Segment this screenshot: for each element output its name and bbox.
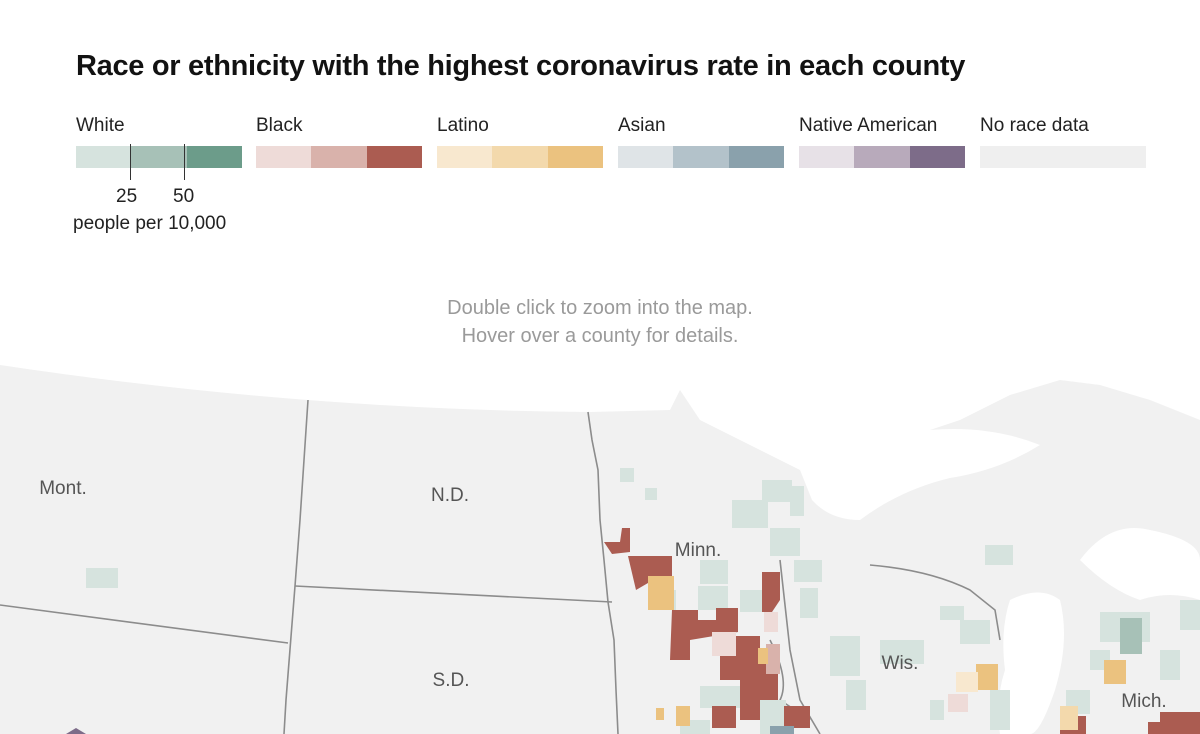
- legend-tick-25: [130, 144, 131, 180]
- legend-swatch: [673, 146, 729, 168]
- legend-label-latino: Latino: [437, 115, 489, 136]
- legend-swatch: [909, 146, 965, 168]
- black-counties: [604, 528, 1200, 734]
- legend-swatches-asian: [618, 146, 784, 168]
- legend-unit-label: people per 10,000: [73, 213, 227, 234]
- hint-hover: Hover over a county for details.: [461, 325, 739, 347]
- state-label-minn: Minn.: [675, 540, 721, 561]
- legend-swatch: [311, 146, 367, 168]
- legend-swatch: [256, 146, 312, 168]
- state-label-mich: Mich.: [1121, 691, 1166, 712]
- legend-swatch: [728, 146, 784, 168]
- other-counties: [66, 726, 794, 734]
- legend-swatch: [799, 146, 855, 168]
- legend-swatch: [437, 146, 493, 168]
- black-light-counties: [712, 612, 968, 712]
- legend-tick-label-50: 50: [173, 186, 195, 207]
- legend-swatch: [547, 146, 603, 168]
- legend-white: White: [76, 114, 242, 168]
- legend-swatches-black: [256, 146, 422, 168]
- legend-swatches-white: [76, 146, 242, 168]
- legend-swatch: [366, 146, 422, 168]
- latino-counties: [648, 576, 1126, 730]
- legend-asian: Asian: [618, 114, 784, 168]
- legend-tick-50: [184, 144, 185, 180]
- legend-no-race-data: No race data: [980, 114, 1146, 168]
- legend-swatch: [131, 146, 187, 168]
- hint-zoom: Double click to zoom into the map.: [447, 297, 753, 319]
- legend-latino: Latino: [437, 114, 603, 168]
- legend-swatch: [618, 146, 674, 168]
- legend-swatch: [854, 146, 910, 168]
- legend-swatch: [76, 146, 132, 168]
- legend-tick-label-25: 25: [116, 186, 138, 207]
- legend-swatches-no-race-data: [980, 146, 1146, 168]
- legend-native-american: Native American: [799, 114, 965, 168]
- legend-swatches-native-american: [799, 146, 965, 168]
- white-counties: [86, 468, 1200, 734]
- legend-swatches-latino: [437, 146, 603, 168]
- legend-swatch: [980, 146, 1146, 168]
- state-label-sd: S.D.: [433, 670, 470, 691]
- legend-label-no-race-data: No race data: [980, 115, 1089, 136]
- legend: White Black Latino Asian Native Amer: [0, 0, 1200, 260]
- state-label-nd: N.D.: [431, 485, 469, 506]
- lake-huron: [1080, 528, 1200, 600]
- lake-michigan: [998, 592, 1064, 734]
- legend-swatch: [492, 146, 548, 168]
- legend-label-native-american: Native American: [799, 115, 938, 136]
- legend-label-black: Black: [256, 115, 303, 136]
- legend-swatch: [186, 146, 242, 168]
- legend-black: Black: [256, 114, 422, 168]
- state-label-mont: Mont.: [39, 478, 87, 499]
- state-label-wis: Wis.: [882, 653, 919, 674]
- legend-label-asian: Asian: [618, 115, 666, 136]
- chart-title: Race or ethnicity with the highest coron…: [76, 50, 966, 82]
- legend-label-white: White: [76, 115, 125, 136]
- lake-superior: [800, 429, 1040, 520]
